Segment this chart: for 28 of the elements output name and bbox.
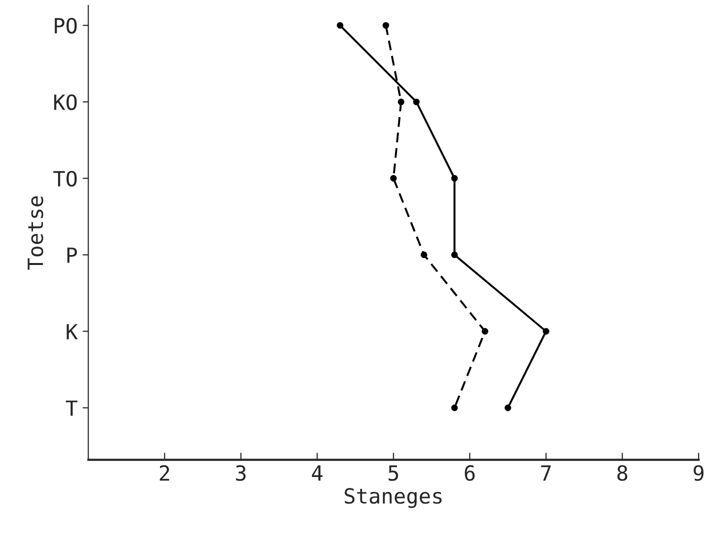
point bbox=[451, 252, 458, 258]
point bbox=[382, 22, 390, 29]
point bbox=[420, 252, 428, 258]
point bbox=[336, 22, 344, 29]
y-tick-label: P bbox=[67, 248, 77, 263]
y-tick-label: PO bbox=[54, 18, 77, 34]
point bbox=[504, 404, 512, 412]
x-tick-label: 4 bbox=[312, 465, 322, 481]
y-tick-label: TO bbox=[53, 170, 77, 187]
point bbox=[542, 328, 550, 335]
point bbox=[482, 328, 488, 335]
y-tick-label: T bbox=[66, 400, 78, 416]
point bbox=[451, 175, 458, 182]
point bbox=[398, 98, 404, 106]
x-axis-title: Staneges bbox=[344, 488, 442, 508]
x-tick-label: 9 bbox=[694, 465, 704, 481]
x-tick-label: 7 bbox=[541, 465, 551, 481]
y-tick-label: K bbox=[66, 324, 78, 340]
x-tick-label: 2 bbox=[160, 465, 170, 481]
point bbox=[390, 175, 397, 182]
x-tick-label: 8 bbox=[617, 465, 628, 481]
x-tick-label: 3 bbox=[236, 465, 246, 481]
y-axis-title: Toetse bbox=[28, 196, 44, 270]
point bbox=[451, 404, 458, 412]
x-tick-label: 6 bbox=[464, 465, 475, 481]
point bbox=[413, 98, 420, 106]
x-tick-label: 5 bbox=[388, 465, 398, 481]
y-tick-label: KO bbox=[54, 94, 77, 110]
